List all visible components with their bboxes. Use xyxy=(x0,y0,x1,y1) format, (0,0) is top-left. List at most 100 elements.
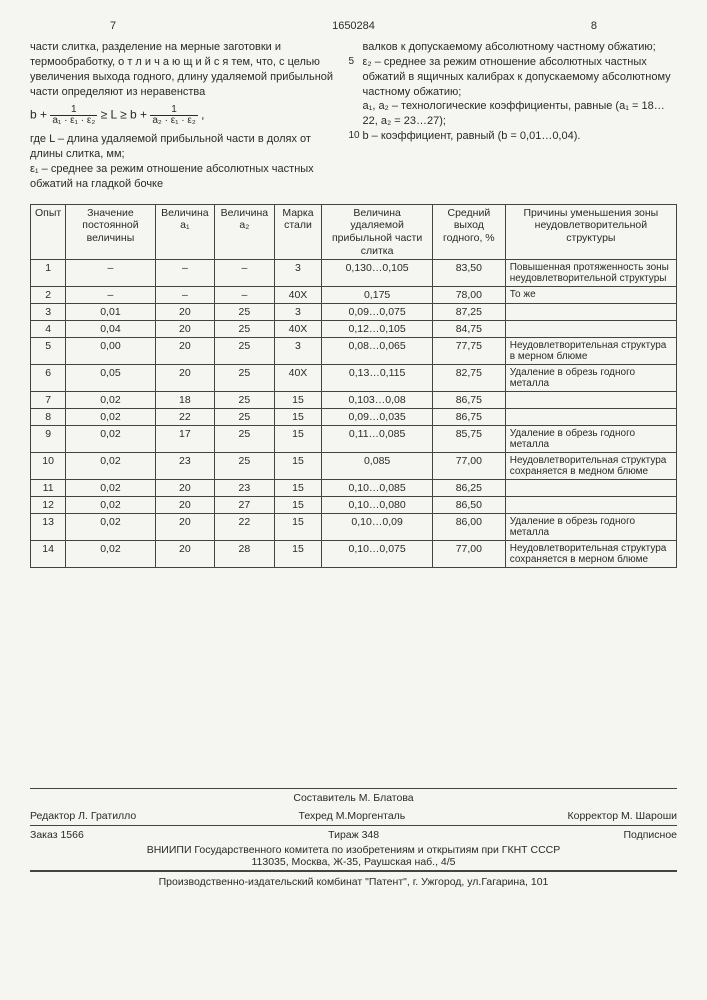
table-cell: 0,13…0,115 xyxy=(322,365,433,392)
right-column: валков к допускаемому абсолютному частно… xyxy=(363,40,678,192)
table-cell: 0,10…0,085 xyxy=(322,480,433,497)
left-para-3: ε₁ – среднее за режим отношение абсолютн… xyxy=(30,162,345,192)
table-cell: 0,01 xyxy=(66,304,155,321)
th-a1: Величина a₁ xyxy=(155,204,214,259)
table-cell: 86,50 xyxy=(432,497,505,514)
formula-b1: b + xyxy=(30,108,47,122)
footer-printer: Производственно-издательский комбинат "П… xyxy=(30,870,677,888)
table-cell: 77,75 xyxy=(432,338,505,365)
th-length: Величина удаляемой прибыльной части слит… xyxy=(322,204,433,259)
footer-order: Заказ 1566 xyxy=(30,829,84,841)
table-cell: 85,75 xyxy=(432,426,505,453)
table-header-row: Опыт Значение постоянной величины Величи… xyxy=(31,204,677,259)
table-cell: 18 xyxy=(155,392,214,409)
table-cell: 15 xyxy=(274,409,322,426)
table-row: 60,05202540Х0,13…0,11582,75Удаление в об… xyxy=(31,365,677,392)
table-cell: 0,09…0,035 xyxy=(322,409,433,426)
table-cell: Удаление в обрезь годного металла xyxy=(505,514,676,541)
table-cell: 20 xyxy=(155,541,214,568)
table-row: 1–––30,130…0,10583,50Повышенная протяжен… xyxy=(31,260,677,287)
table-cell: 23 xyxy=(215,480,275,497)
th-a2: Величина a₂ xyxy=(215,204,275,259)
table-row: 40,04202540Х0,12…0,10584,75 xyxy=(31,321,677,338)
table-cell: 15 xyxy=(274,453,322,480)
table-cell: 0,12…0,105 xyxy=(322,321,433,338)
table-cell: 0,08…0,065 xyxy=(322,338,433,365)
right-para-1: валков к допускаемому абсолютному частно… xyxy=(363,40,678,55)
table-cell: – xyxy=(155,287,214,304)
table-cell: 20 xyxy=(155,304,214,321)
table-cell: 0,02 xyxy=(66,497,155,514)
table-cell: 20 xyxy=(155,321,214,338)
left-column: части слитка, разделение на мерные загот… xyxy=(30,40,345,192)
table-cell: 0,02 xyxy=(66,453,155,480)
table-cell: 0,103…0,08 xyxy=(322,392,433,409)
table-cell: 7 xyxy=(31,392,66,409)
right-para-3: a₁, a₂ – технологические коэффициенты, р… xyxy=(363,99,678,129)
fraction-1: 1 a₁ · ε₁ · ε₂ xyxy=(50,105,97,126)
table-cell: 5 xyxy=(31,338,66,365)
footer-corrector: Корректор М. Шароши xyxy=(568,810,678,822)
table-cell: 12 xyxy=(31,497,66,514)
table-cell: 0,175 xyxy=(322,287,433,304)
footer-addr: 113035, Москва, Ж-35, Раушская наб., 4/5 xyxy=(30,856,677,868)
table-cell: 25 xyxy=(215,365,275,392)
table-cell: 86,25 xyxy=(432,480,505,497)
table-cell: 15 xyxy=(274,480,322,497)
table-cell: 0,04 xyxy=(66,321,155,338)
table-cell: 77,00 xyxy=(432,453,505,480)
right-para-4: b – коэффициент, равный (b = 0,01…0,04). xyxy=(363,129,678,144)
table-cell: 2 xyxy=(31,287,66,304)
table-cell: 6 xyxy=(31,365,66,392)
right-para-2: ε₂ – среднее за режим отношение абсолютн… xyxy=(363,55,678,100)
table-cell: Неудовлетворительная структура в мерном … xyxy=(505,338,676,365)
table-cell: 25 xyxy=(215,392,275,409)
table-cell: 40Х xyxy=(274,321,322,338)
table-cell: 40Х xyxy=(274,365,322,392)
table-cell: Неудовлетворительная структура сохраняет… xyxy=(505,541,676,568)
footer-tirazh: Тираж 348 xyxy=(84,829,624,841)
table-cell: 0,085 xyxy=(322,453,433,480)
table-cell: 0,02 xyxy=(66,541,155,568)
th-const: Значение постоянной величины xyxy=(66,204,155,259)
table-row: 140,022028150,10…0,07577,00Неудовлетвори… xyxy=(31,541,677,568)
table-cell: 86,00 xyxy=(432,514,505,541)
table-cell: 0,09…0,075 xyxy=(322,304,433,321)
th-opyt: Опыт xyxy=(31,204,66,259)
table-cell: 0,00 xyxy=(66,338,155,365)
table-cell xyxy=(505,304,676,321)
table-cell: 25 xyxy=(215,453,275,480)
table-cell: 10 xyxy=(31,453,66,480)
table-cell: Неудовлетворительная структура сохраняет… xyxy=(505,453,676,480)
table-cell: Повышенная протяженность зоны неудовлетв… xyxy=(505,260,676,287)
table-cell: Удаление в обрезь годного металла xyxy=(505,365,676,392)
table-cell: 3 xyxy=(31,304,66,321)
table-row: 110,022023150,10…0,08586,25 xyxy=(31,480,677,497)
table-row: 70,021825150,103…0,0886,75 xyxy=(31,392,677,409)
table-cell: 77,00 xyxy=(432,541,505,568)
fraction-2: 1 a₂ · ε₁ · ε₂ xyxy=(150,105,197,126)
formula-comma: , xyxy=(201,108,204,122)
table-cell: 82,75 xyxy=(432,365,505,392)
table-cell: 22 xyxy=(215,514,275,541)
table-cell: 87,25 xyxy=(432,304,505,321)
table-cell: Удаление в обрезь годного металла xyxy=(505,426,676,453)
table-cell: 86,75 xyxy=(432,392,505,409)
table-cell: 17 xyxy=(155,426,214,453)
table-cell: 15 xyxy=(274,497,322,514)
table-cell: – xyxy=(155,260,214,287)
table-cell xyxy=(505,480,676,497)
table-cell: 20 xyxy=(155,365,214,392)
table-cell: 0,10…0,075 xyxy=(322,541,433,568)
table-cell: 23 xyxy=(155,453,214,480)
footer-block: Составитель М. Блатова Редактор Л. Грати… xyxy=(30,788,677,888)
table-row: 100,022325150,08577,00Неудовлетворительн… xyxy=(31,453,677,480)
line-marker-10: 10 xyxy=(349,129,360,143)
table-row: 2–––40Х0,17578,00То же xyxy=(31,287,677,304)
left-para-1: части слитка, разделение на мерные загот… xyxy=(30,40,345,99)
table-cell: 15 xyxy=(274,514,322,541)
frac2-den: a₂ · ε₁ · ε₂ xyxy=(150,116,197,126)
table-cell: 0,02 xyxy=(66,514,155,541)
table-cell: То же xyxy=(505,287,676,304)
experiments-table: Опыт Значение постоянной величины Величи… xyxy=(30,204,677,568)
